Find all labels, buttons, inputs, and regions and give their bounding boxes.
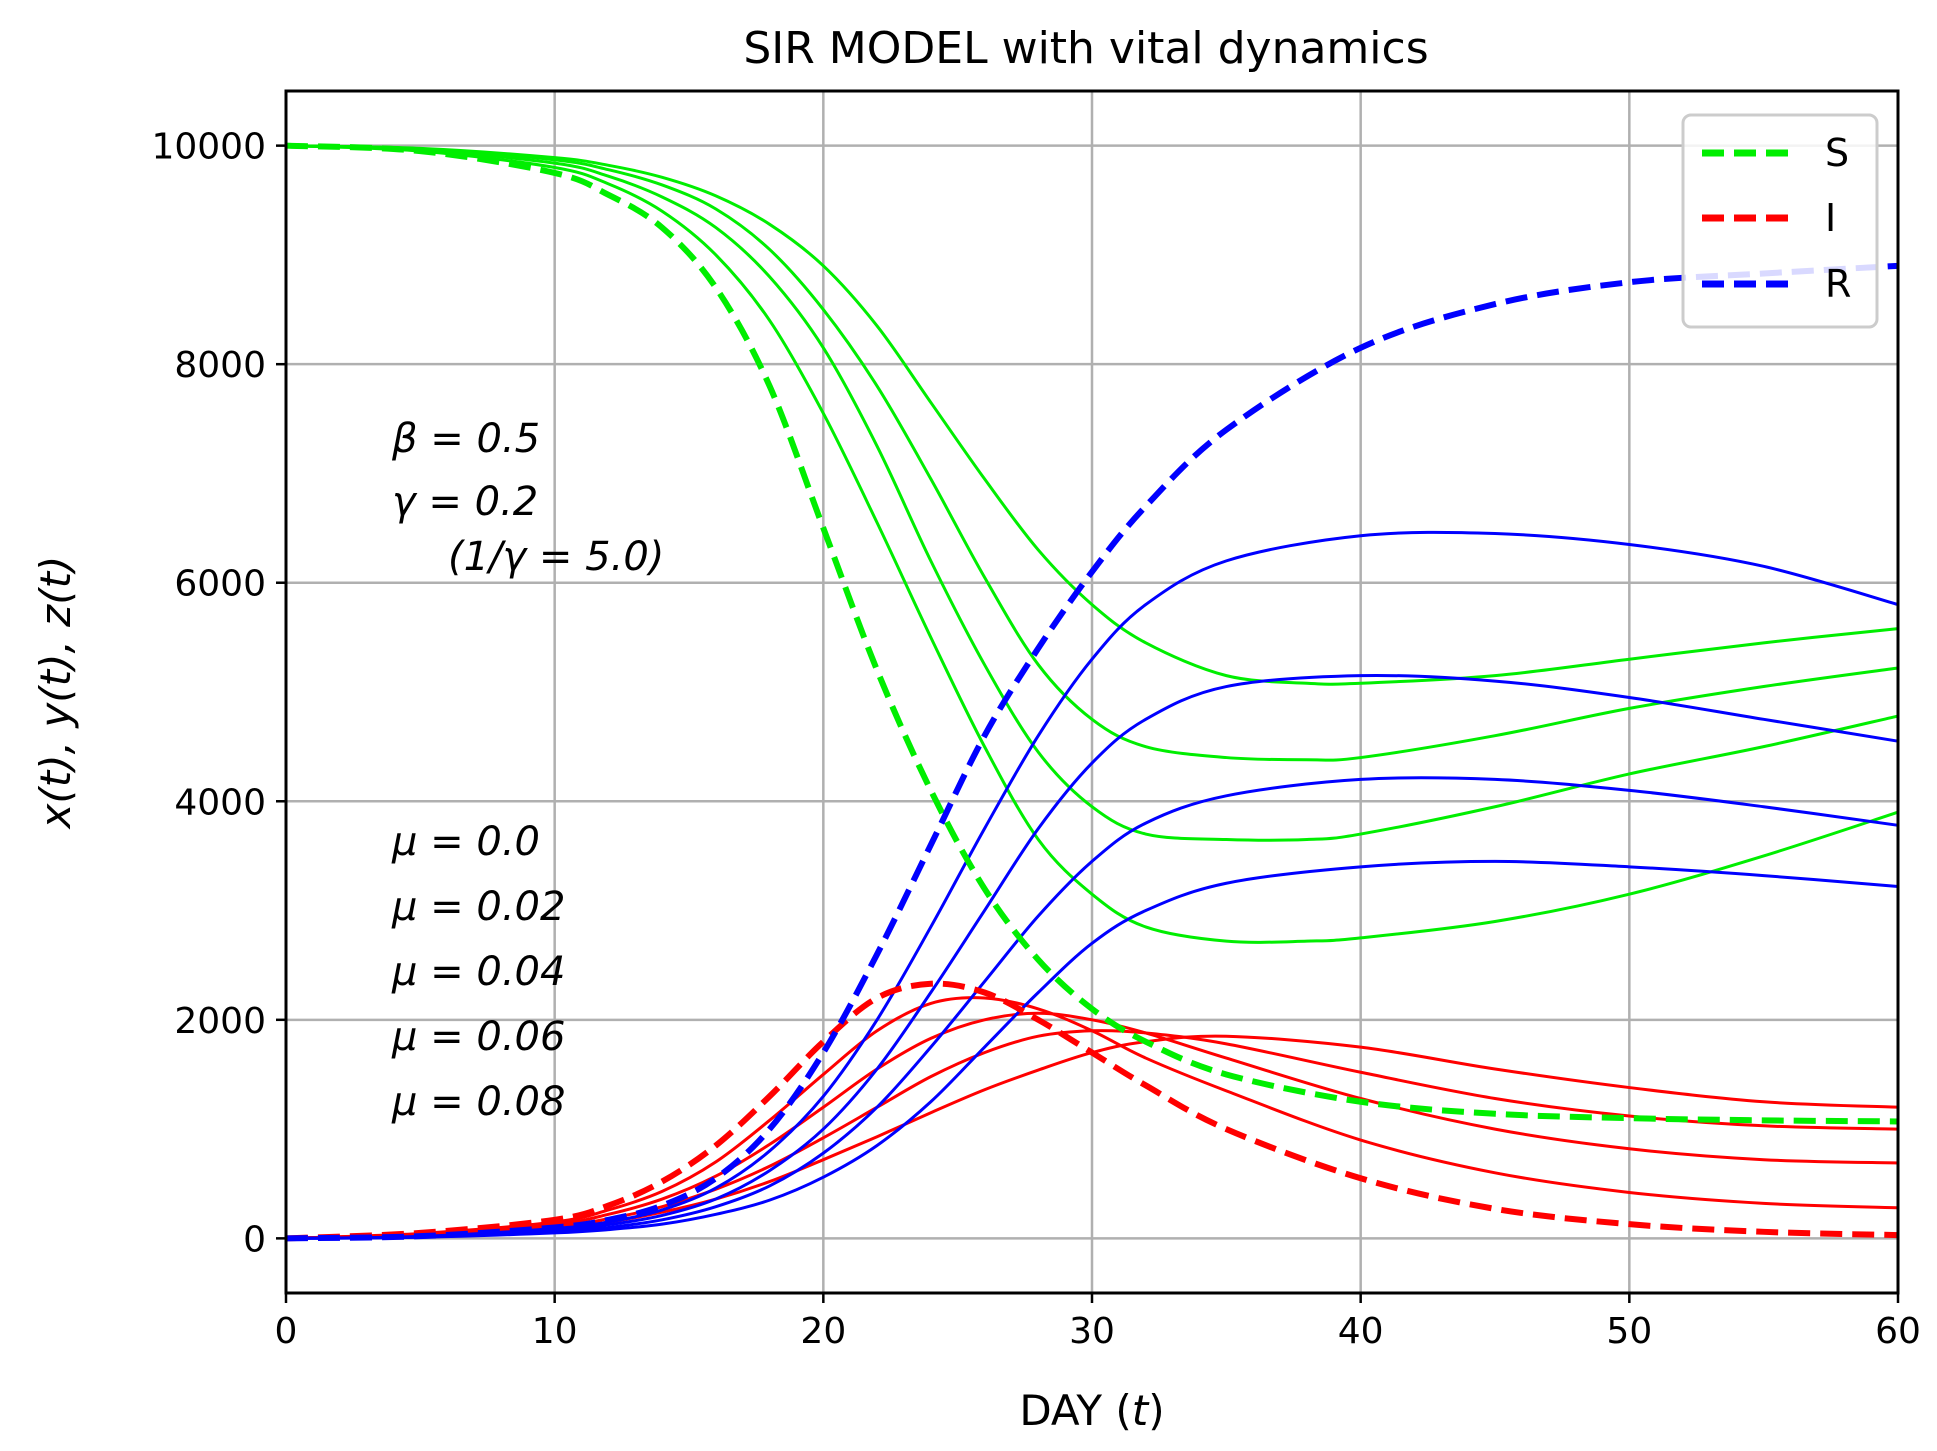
- series-line-s-mu-0_04: [285, 144, 1899, 842]
- mu-annotation-1: μ = 0.02: [391, 884, 565, 930]
- series-line-i-mu-0_02: [285, 996, 1899, 1240]
- series-line-r-mu-0_08: [285, 859, 1899, 1240]
- y-tick-label: 4000: [174, 782, 266, 823]
- x-axis-title: DAY (t): [1019, 1386, 1164, 1435]
- y-tick-label: 6000: [174, 564, 266, 605]
- x-tick-label: 40: [1338, 1311, 1384, 1352]
- y-tick-label: 10000: [151, 127, 266, 168]
- y-tick-label: 0: [243, 1219, 266, 1260]
- mu-annotation-2: μ = 0.04: [391, 949, 565, 995]
- x-tick-label: 50: [1606, 1311, 1652, 1352]
- mu-annotation-4: μ = 0.08: [391, 1079, 565, 1125]
- series-line-s-mu-0_08: [285, 144, 1899, 686]
- x-tick-label: 60: [1875, 1311, 1921, 1352]
- gamma-annotation: γ = 0.2: [392, 479, 538, 525]
- series-line-s-mu-0_02: [285, 144, 1899, 944]
- series-line-r-mu-0: [285, 262, 1899, 1242]
- mu-annotation-0: μ = 0.0: [391, 819, 540, 865]
- mu-annotation-3: μ = 0.06: [391, 1014, 565, 1060]
- legend-label-s: S: [1825, 131, 1849, 175]
- y-tick-label: 8000: [174, 345, 266, 386]
- x-tick-label: 20: [800, 1311, 846, 1352]
- series-line-s-mu-0_06: [285, 144, 1899, 762]
- series-line-i-mu-0_04: [285, 1011, 1899, 1240]
- y-tick-label: 2000: [174, 1001, 266, 1042]
- chart-title: SIR MODEL with vital dynamics: [743, 23, 1428, 74]
- legend: S I R: [1681, 113, 1879, 329]
- series-line-i-mu-0: [285, 980, 1899, 1242]
- grid: [284, 91, 1900, 1293]
- gamma-inverse-annotation: (1/γ = 5.0): [448, 534, 664, 580]
- beta-annotation: β = 0.5: [391, 416, 540, 462]
- x-tick-label: 0: [275, 1311, 298, 1352]
- series-line-r-mu-0_06: [285, 776, 1899, 1240]
- series-group: [285, 142, 1899, 1242]
- legend-label-r: R: [1825, 262, 1851, 306]
- x-tick-label: 30: [1069, 1311, 1115, 1352]
- y-axis-title: x(t), y(t), z(t): [31, 556, 80, 831]
- series-line-r-mu-0_04: [285, 673, 1899, 1240]
- x-tick-label: 10: [532, 1311, 578, 1352]
- series-line-s-mu-0: [285, 142, 1899, 1125]
- legend-label-i: I: [1825, 196, 1836, 240]
- ticks: 0 10 20 30 40 50 60 0 2000 4000 6000 8000 10000: [151, 127, 1920, 1352]
